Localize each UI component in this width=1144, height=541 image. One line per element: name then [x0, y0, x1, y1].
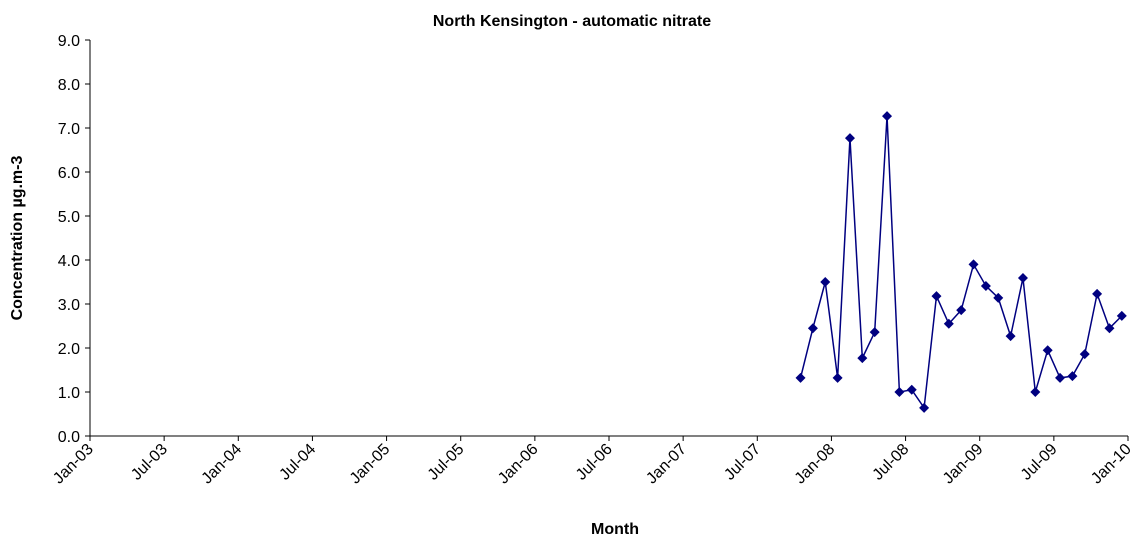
- y-tick-label: 7.0: [58, 121, 80, 138]
- data-point: [820, 277, 831, 287]
- y-tick-label: 0.0: [58, 429, 80, 446]
- y-tick-label: 1.0: [58, 385, 80, 402]
- data-point: [1116, 310, 1127, 321]
- y-tick-label: 8.0: [58, 77, 80, 94]
- x-tick-label: Jul-08: [870, 441, 913, 484]
- x-axis-title: Month: [591, 521, 639, 538]
- data-point: [1042, 345, 1053, 356]
- data-point: [882, 111, 893, 122]
- data-point: [832, 372, 843, 383]
- data-point: [1030, 387, 1041, 397]
- x-tick-label: Jul-04: [276, 441, 319, 484]
- y-tick-label: 5.0: [58, 209, 80, 226]
- x-tick-label: Jul-03: [128, 441, 171, 484]
- x-tick-label: Jul-09: [1018, 441, 1061, 484]
- x-tick-label: Jan-03: [50, 441, 97, 488]
- data-point: [844, 133, 855, 144]
- data-point: [931, 291, 942, 302]
- data-point: [1055, 372, 1066, 383]
- data-point: [1005, 331, 1016, 342]
- data-point: [919, 402, 930, 413]
- data-point: [906, 384, 917, 395]
- x-tick-label: Jan-07: [643, 441, 690, 488]
- data-point: [943, 318, 954, 329]
- x-tick-label: Jan-06: [495, 441, 542, 488]
- x-tick-label: Jan-09: [940, 441, 987, 488]
- y-tick-label: 2.0: [58, 341, 80, 358]
- x-tick-label: Jul-05: [425, 441, 468, 484]
- y-tick-label: 9.0: [58, 33, 80, 50]
- x-tick-label: Jan-04: [199, 441, 246, 488]
- data-point: [807, 323, 818, 334]
- x-tick-label: Jul-07: [721, 441, 764, 484]
- data-point: [1017, 273, 1028, 284]
- y-tick-label: 6.0: [58, 165, 80, 182]
- chart-title: North Kensington - automatic nitrate: [433, 13, 711, 30]
- x-tick-label: Jan-10: [1088, 441, 1135, 488]
- x-tick-label: Jul-06: [573, 441, 616, 484]
- series-line: [799, 116, 1123, 410]
- data-point: [894, 387, 905, 397]
- data-point: [869, 327, 880, 338]
- data-point: [956, 305, 967, 316]
- y-tick-label: 4.0: [58, 253, 80, 270]
- data-point: [1104, 323, 1115, 334]
- x-tick-label: Jan-05: [347, 441, 394, 488]
- data-point: [1067, 371, 1078, 382]
- data-point: [980, 280, 991, 291]
- data-point: [1092, 288, 1103, 299]
- x-tick-label: Jan-08: [792, 441, 839, 488]
- y-axis-title: Concentration µg.m-3: [9, 156, 26, 321]
- data-point: [968, 259, 979, 270]
- y-tick-label: 3.0: [58, 297, 80, 314]
- data-point: [993, 292, 1004, 303]
- data-point: [1079, 349, 1090, 360]
- data-point: [857, 353, 868, 364]
- data-point: [795, 372, 806, 383]
